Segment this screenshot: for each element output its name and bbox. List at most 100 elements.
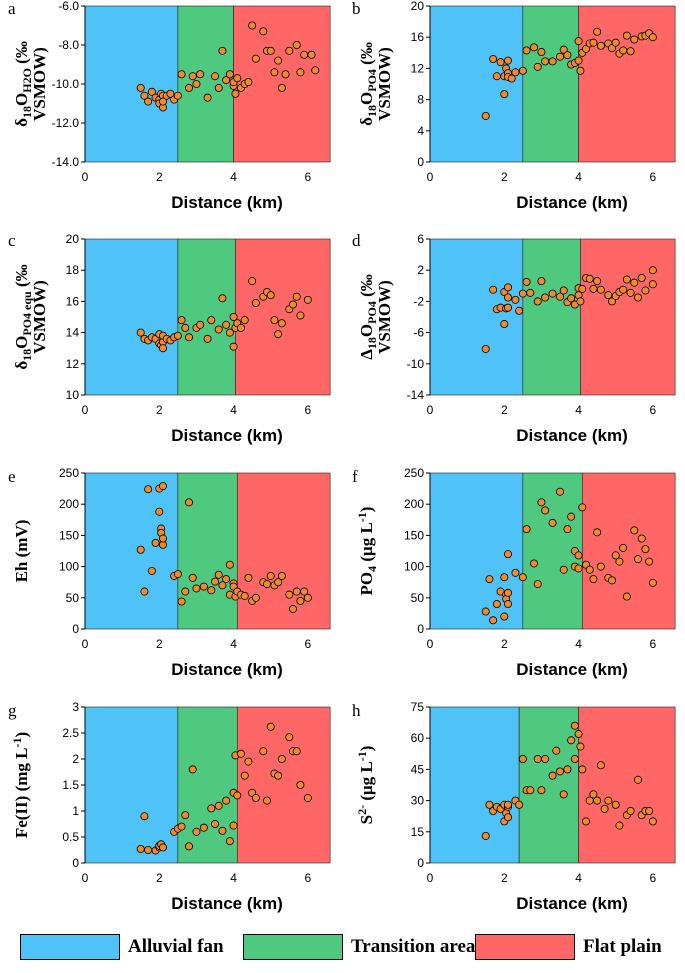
data-point (585, 565, 594, 574)
data-point (637, 273, 646, 282)
data-point (533, 580, 542, 589)
y-tick-label: 12 (66, 357, 80, 371)
data-point (181, 811, 190, 820)
x-tick-label: 0 (82, 403, 89, 417)
data-point (503, 800, 512, 809)
x-tick-label: 2 (501, 403, 508, 417)
panel-label: e (8, 467, 16, 486)
data-point (199, 582, 208, 591)
data-point (311, 66, 320, 75)
x-tick-label: 0 (82, 170, 89, 184)
data-point (526, 288, 535, 297)
data-point (541, 506, 550, 515)
zone-alluvial-fan (84, 238, 179, 396)
data-point (300, 587, 309, 596)
data-point (210, 72, 219, 81)
data-point (207, 804, 216, 813)
legend-swatch-flat (475, 934, 575, 960)
data-point (274, 771, 283, 780)
panel-label: g (8, 701, 17, 720)
zone-flat-plain (236, 706, 331, 864)
data-point (563, 525, 572, 534)
x-tick-label: 2 (156, 637, 163, 651)
data-point (296, 311, 305, 320)
data-point (233, 74, 242, 83)
x-tick-label: 6 (650, 637, 657, 651)
data-point (196, 70, 205, 79)
data-point (574, 730, 583, 739)
data-point (181, 323, 190, 332)
x-tick-label: 2 (156, 170, 163, 184)
data-point (210, 577, 219, 586)
y-tick-label: -8.0 (58, 38, 79, 52)
data-point (270, 316, 279, 325)
data-point (147, 87, 156, 96)
data-point (181, 587, 190, 596)
y-tick-label: -6.0 (58, 0, 79, 13)
data-point (177, 70, 186, 79)
data-point (489, 285, 498, 294)
data-point (236, 323, 245, 332)
y-tick-label: 6 (417, 232, 424, 246)
data-point (240, 771, 249, 780)
data-point (229, 312, 238, 321)
data-point (593, 27, 602, 36)
data-point (173, 570, 182, 579)
data-point (300, 50, 309, 59)
data-point (236, 749, 245, 758)
y-tick-label: -6 (413, 326, 424, 340)
data-point (582, 817, 591, 826)
data-point (196, 320, 205, 329)
data-point (222, 575, 231, 584)
y-tick-label: 0.5 (62, 830, 79, 844)
x-tick-label: 2 (501, 637, 508, 651)
data-point (634, 555, 643, 564)
data-point (281, 70, 290, 79)
data-point (604, 796, 613, 805)
data-point (288, 605, 297, 614)
data-point (207, 316, 216, 325)
panel-c: c 10 12 14 16 18 20 0 2 4 6 Distance (km) δ18OPO4 eq… (8, 231, 331, 445)
x-axis-label: Distance (km) (516, 660, 627, 679)
data-point (222, 76, 231, 85)
data-point (296, 68, 305, 77)
data-point (556, 487, 565, 496)
data-point (266, 46, 275, 55)
panel-b: b 0 4 8 12 16 20 0 2 4 6 Distance (km) δ18OPO4 (‰ VSM… (352, 0, 676, 212)
data-point (574, 56, 583, 65)
data-point (596, 41, 605, 50)
data-point (567, 294, 576, 303)
data-point (585, 274, 594, 283)
data-point (530, 43, 539, 52)
data-point (144, 846, 153, 855)
data-point (503, 283, 512, 292)
panel-label: a (8, 0, 16, 18)
y-axis-label-line2: VSMOW) (30, 47, 49, 121)
data-point (292, 747, 301, 756)
panel-d: d -14 -10 -6 -2 2 6 0 2 4 6 Distance (km) Δ18OPO4 (‰… (352, 231, 676, 445)
data-point (262, 796, 271, 805)
data-point (225, 837, 234, 846)
y-tick-label: 50 (66, 591, 80, 605)
x-tick-label: 0 (427, 871, 434, 885)
legend-label-transition: Transition area (351, 936, 476, 957)
data-point (615, 821, 624, 830)
data-point (578, 503, 587, 512)
data-point (136, 545, 145, 554)
y-tick-label: 4 (417, 124, 424, 138)
data-point (229, 342, 238, 351)
data-point (251, 54, 260, 63)
x-tick-label: 6 (650, 871, 657, 885)
data-point (537, 786, 546, 795)
y-tick-label: 3 (72, 700, 79, 714)
x-tick-label: 6 (305, 403, 312, 417)
y-tick-label: -10 (407, 357, 425, 371)
data-point (522, 525, 531, 534)
x-tick-label: 4 (575, 637, 582, 651)
data-point (541, 755, 550, 764)
data-point (210, 820, 219, 829)
data-point (203, 93, 212, 102)
y-tick-label: 20 (66, 232, 80, 246)
zone-flat-plain (578, 5, 676, 163)
data-point (292, 292, 301, 301)
